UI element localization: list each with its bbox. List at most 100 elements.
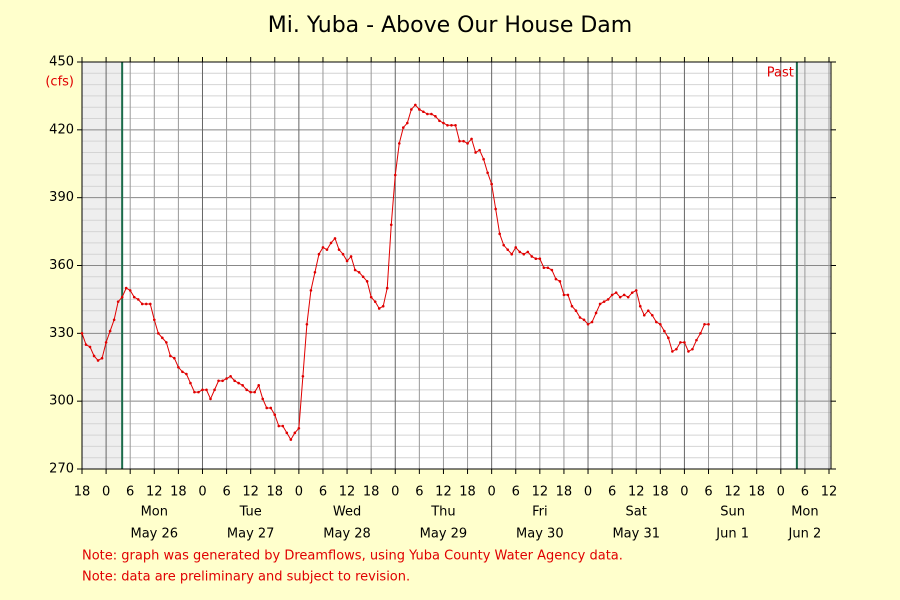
data-point [422, 110, 425, 114]
x-tick-label: 6 [608, 485, 616, 500]
data-point [88, 345, 92, 349]
data-point [325, 248, 329, 251]
data-point [269, 406, 273, 410]
data-point [401, 126, 405, 129]
data-point [124, 286, 128, 290]
day-label: Thu [430, 505, 455, 520]
data-point [116, 300, 120, 303]
data-point [197, 390, 200, 394]
data-point [96, 359, 100, 362]
data-point [438, 119, 441, 123]
data-point [570, 304, 574, 308]
data-point [152, 318, 156, 322]
data-point [675, 347, 678, 351]
data-point [265, 406, 269, 410]
x-tick-label: 6 [222, 485, 230, 500]
data-point [454, 124, 457, 127]
data-point [554, 277, 558, 281]
data-point [309, 289, 313, 292]
data-point [687, 350, 690, 353]
x-tick-label: 12 [532, 485, 549, 500]
day-label: Sun [720, 505, 745, 520]
data-point [474, 151, 477, 154]
day-label: Mon [791, 505, 818, 520]
data-point [671, 350, 674, 353]
data-point [550, 268, 554, 272]
data-point [638, 304, 642, 308]
x-tick-label: 0 [198, 485, 206, 500]
x-tick-label: 18 [556, 485, 573, 500]
data-point [622, 293, 626, 297]
data-point [112, 318, 116, 322]
day-label: Tue [239, 505, 262, 520]
date-label: May 27 [227, 527, 275, 542]
x-tick-label: 18 [459, 485, 476, 500]
data-point [490, 182, 493, 186]
data-point [679, 341, 682, 344]
x-tick-label: 0 [102, 485, 110, 500]
x-tick-label: 12 [146, 485, 163, 500]
x-tick-label: 6 [512, 485, 520, 500]
data-point [703, 322, 706, 326]
x-tick-label: 12 [435, 485, 452, 500]
x-tick-label: 0 [295, 485, 303, 500]
data-point [514, 246, 518, 249]
data-point [695, 338, 698, 342]
x-tick-label: 12 [628, 485, 645, 500]
x-tick-label: 18 [363, 485, 380, 500]
data-point [522, 252, 526, 256]
data-point [534, 257, 538, 261]
y-axis-label: (cfs) [45, 75, 74, 90]
data-point [634, 289, 638, 292]
data-point [301, 374, 305, 378]
data-point [201, 388, 204, 392]
data-point [285, 431, 289, 435]
date-label: May 28 [323, 527, 371, 542]
annotation: Past [767, 66, 794, 81]
data-point [225, 377, 228, 380]
day-label: Wed [333, 505, 361, 520]
x-tick-label: 18 [170, 485, 187, 500]
data-point [650, 313, 654, 317]
data-point [630, 291, 634, 294]
data-point [542, 266, 546, 270]
data-point [341, 252, 345, 256]
data-point [369, 295, 373, 299]
data-point [478, 148, 481, 152]
data-point [482, 157, 485, 161]
data-point [132, 295, 136, 299]
data-point [221, 379, 224, 383]
data-point [365, 280, 369, 283]
note: Note: graph was generated by Dreamflows,… [82, 549, 623, 564]
data-point [177, 365, 180, 369]
data-point [205, 388, 208, 392]
data-point [104, 341, 108, 344]
data-point [273, 413, 277, 417]
data-point [345, 259, 349, 263]
data-point [582, 318, 586, 322]
data-point [646, 309, 650, 313]
data-point [562, 293, 566, 297]
data-point [606, 298, 610, 301]
date-label: May 29 [420, 527, 468, 542]
data-point [173, 356, 176, 360]
data-point [108, 329, 112, 333]
x-tick-label: 18 [74, 485, 91, 500]
x-tick-label: 18 [652, 485, 669, 500]
data-point [229, 374, 232, 378]
data-point [518, 250, 522, 254]
data-point [610, 293, 614, 297]
data-point [261, 397, 265, 401]
chart-title: Mi. Yuba - Above Our House Dam [268, 13, 632, 38]
y-tick-label: 300 [49, 394, 74, 409]
data-point [470, 137, 473, 141]
data-point [237, 381, 240, 385]
data-point [361, 275, 365, 279]
day-label: Sat [626, 505, 647, 520]
data-point [277, 424, 281, 428]
data-point [590, 320, 594, 324]
data-point [683, 341, 686, 344]
data-point [193, 390, 196, 394]
data-point [120, 295, 124, 299]
